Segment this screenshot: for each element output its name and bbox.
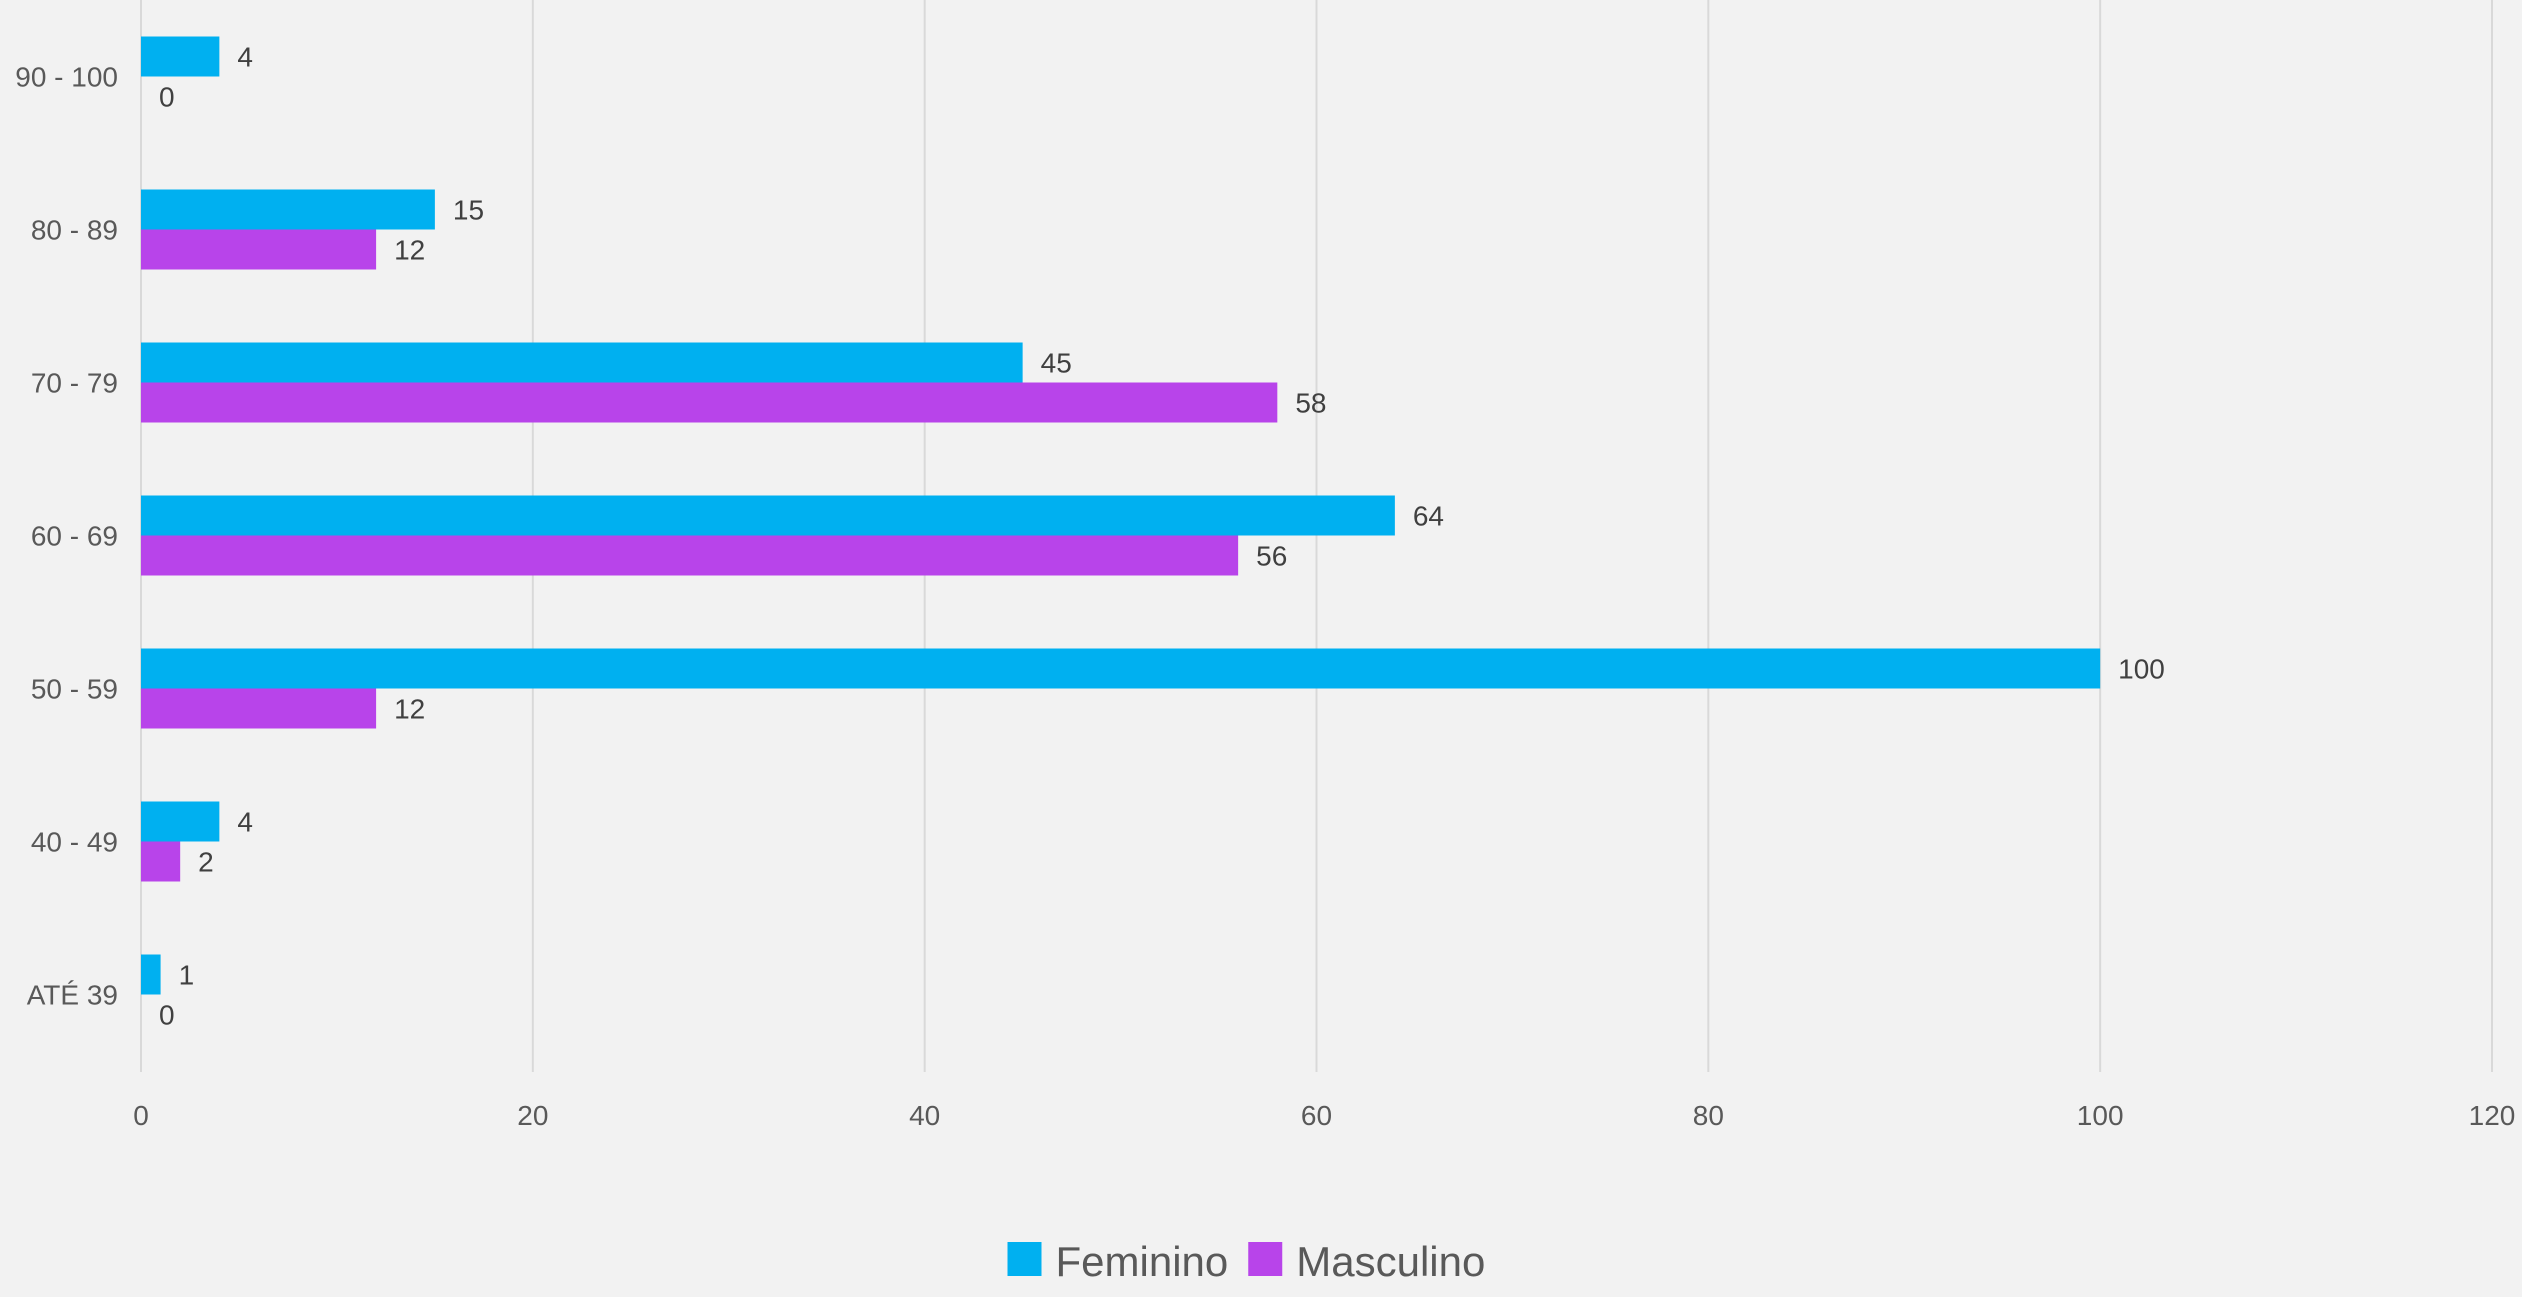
data-label-masculino: 0 [159,82,175,113]
data-label-masculino: 58 [1295,388,1326,419]
bars [141,36,2101,995]
data-label-feminino: 4 [237,42,253,73]
category-label: ATÉ 39 [27,980,118,1011]
x-tick-label: 120 [2469,1100,2516,1131]
data-label-feminino: 4 [237,807,253,838]
bar-masculino-2 [141,688,377,729]
category-label: 50 - 59 [31,674,118,705]
data-label-feminino: 64 [1413,501,1444,532]
legend: Feminino Masculino [1007,1238,1485,1285]
data-label-feminino: 1 [179,960,195,991]
category-label: 60 - 69 [31,521,118,552]
data-label-masculino: 12 [394,694,425,725]
data-label-feminino: 45 [1041,348,1072,379]
legend-label-masculino: Masculino [1296,1238,1485,1285]
category-axis: ATÉ 39 40 - 49 50 - 59 60 - 69 70 - 79 80 - 8… [15,62,118,1011]
x-tick-label: 20 [517,1100,548,1131]
bar-feminino-4 [141,342,1023,383]
bar-feminino-1 [141,801,220,842]
legend-swatch-feminino [1007,1242,1042,1276]
category-label: 90 - 100 [15,62,118,93]
bar-masculino-4 [141,382,1278,423]
bar-feminino-0 [141,954,161,995]
category-label: 70 - 79 [31,368,118,399]
bar-feminino-3 [141,495,1395,536]
category-label: 40 - 49 [31,827,118,858]
data-label-feminino: 100 [2118,654,2165,685]
data-label-masculino: 0 [159,1000,175,1031]
data-label-masculino: 12 [394,235,425,266]
legend-swatch-masculino [1248,1242,1283,1276]
bar-feminino-2 [141,648,2101,689]
data-label-feminino: 15 [453,195,484,226]
x-tick-label: 40 [909,1100,940,1131]
bar-masculino-3 [141,535,1239,576]
bar-feminino-6 [141,36,220,77]
data-label-masculino: 56 [1256,541,1287,572]
bar-feminino-5 [141,189,435,230]
x-tick-label: 0 [133,1100,149,1131]
x-tick-label: 100 [2077,1100,2124,1131]
category-label: 80 - 89 [31,215,118,246]
data-label-masculino: 2 [198,847,214,878]
legend-label-feminino: Feminino [1056,1238,1229,1285]
bar-masculino-5 [141,229,377,270]
value-axis: 0 20 40 60 80 100 120 [133,0,2515,1131]
bar-masculino-1 [141,841,181,882]
x-tick-label: 60 [1301,1100,1332,1131]
x-tick-label: 80 [1693,1100,1724,1131]
